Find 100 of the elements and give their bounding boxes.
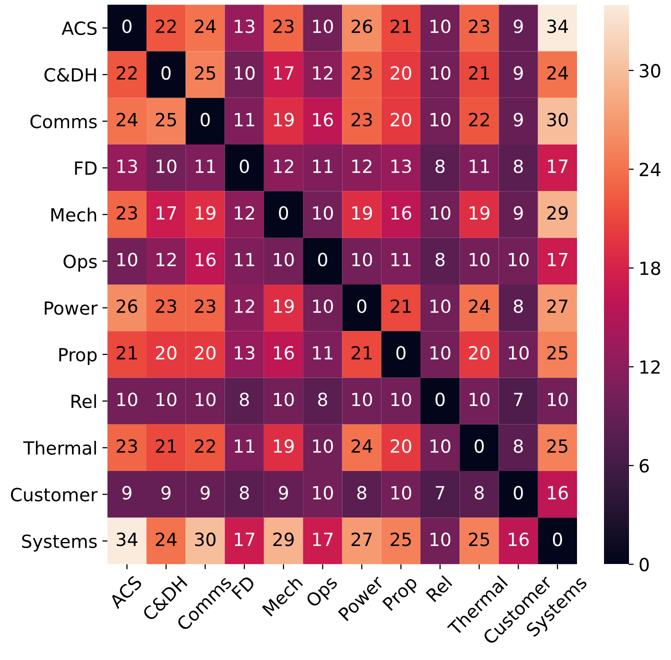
- data-label: 9: [278, 486, 288, 500]
- data-label: 17: [548, 160, 568, 173]
- y-tick-label: Comms: [30, 114, 97, 128]
- data-label: 10: [352, 252, 372, 266]
- data-label: 30: [195, 532, 216, 546]
- data-label: 23: [352, 66, 372, 80]
- data-label: 9: [514, 206, 523, 220]
- data-label: 25: [547, 439, 568, 453]
- data-label: 9: [200, 486, 210, 500]
- y-tick-label: Power: [44, 301, 98, 315]
- data-label: 11: [196, 160, 216, 173]
- data-label: 0: [552, 532, 562, 546]
- data-label: 17: [274, 66, 294, 80]
- data-label: 17: [234, 532, 254, 546]
- y-tick-label: C&DH: [44, 68, 96, 82]
- data-label: 10: [470, 252, 490, 266]
- data-label: 23: [469, 20, 490, 34]
- data-label: 10: [430, 112, 450, 126]
- data-label: 11: [234, 252, 254, 266]
- data-label: 10: [117, 392, 138, 406]
- data-label: 24: [116, 112, 138, 126]
- y-tick-label: ACS: [62, 21, 97, 36]
- data-label: 10: [430, 346, 450, 360]
- data-label: 25: [547, 346, 568, 360]
- data-label: 10: [196, 392, 216, 406]
- data-label: 30: [547, 112, 568, 126]
- data-label: 11: [234, 440, 254, 453]
- y-tick-label: Customer: [10, 488, 98, 502]
- color-bar-label: 0: [640, 558, 649, 572]
- data-label: 8: [318, 392, 328, 406]
- data-label: 10: [352, 392, 372, 406]
- data-label: 21: [352, 346, 372, 360]
- data-label: 10: [430, 206, 450, 220]
- data-label: 21: [390, 299, 411, 313]
- data-label: 19: [352, 206, 372, 220]
- data-label: 21: [390, 20, 411, 33]
- color-bar-label: 24: [640, 162, 660, 176]
- data-label: 20: [390, 439, 412, 453]
- data-label: 23: [273, 20, 294, 34]
- data-label: 0: [122, 20, 132, 34]
- data-label: 9: [514, 20, 523, 34]
- data-label: 23: [116, 206, 137, 220]
- data-label: 22: [116, 66, 137, 80]
- data-label: 13: [234, 20, 254, 34]
- data-label: 0: [318, 252, 328, 266]
- data-label: 17: [548, 252, 568, 266]
- data-label: 12: [156, 252, 176, 266]
- y-tick-label: Mech: [51, 208, 96, 222]
- data-label: 10: [313, 486, 333, 500]
- data-label: 13: [234, 346, 254, 360]
- data-label: 10: [313, 20, 333, 34]
- data-label: 0: [162, 66, 171, 80]
- data-label: 11: [391, 252, 411, 266]
- data-label: 16: [274, 346, 294, 360]
- data-label: 7: [436, 486, 444, 500]
- data-label: 8: [514, 439, 523, 453]
- data-label: 23: [156, 299, 176, 314]
- data-label: 17: [156, 206, 176, 220]
- data-label: 8: [436, 252, 445, 266]
- y-tick-label: Systems: [22, 534, 97, 552]
- data-label: 12: [313, 66, 332, 80]
- data-label: 0: [396, 346, 406, 360]
- data-label: 25: [195, 66, 216, 80]
- data-label: 22: [469, 112, 489, 126]
- data-label: 0: [436, 392, 445, 406]
- data-label: 10: [156, 159, 176, 174]
- data-label: 0: [514, 486, 523, 500]
- y-tick-label: FD: [75, 162, 97, 175]
- data-label: 34: [547, 20, 568, 34]
- y-tick-label: Thermal: [23, 440, 96, 455]
- data-label: 23: [195, 299, 216, 314]
- data-label: 10: [508, 346, 529, 360]
- data-label: 12: [234, 206, 254, 220]
- data-label: 12: [352, 159, 372, 173]
- data-label: 24: [469, 299, 490, 313]
- data-label: 11: [470, 160, 490, 173]
- data-label: 16: [391, 206, 412, 220]
- data-label: 20: [156, 346, 176, 360]
- data-label: 21: [156, 439, 176, 453]
- data-label: 16: [548, 486, 568, 500]
- data-label: 10: [313, 299, 333, 314]
- data-label: 10: [391, 392, 412, 406]
- data-label: 16: [313, 112, 333, 126]
- data-label: 20: [390, 66, 412, 80]
- data-label: 27: [547, 299, 568, 313]
- data-label: 10: [234, 66, 255, 80]
- data-label: 19: [274, 112, 294, 126]
- data-label: 27: [352, 532, 372, 546]
- data-label: 19: [274, 299, 294, 314]
- data-label: 20: [390, 112, 412, 126]
- data-label: 19: [196, 206, 216, 220]
- data-label: 24: [352, 439, 372, 453]
- data-label: 10: [274, 392, 294, 406]
- data-label: 13: [391, 159, 411, 174]
- data-label: 20: [195, 346, 216, 360]
- data-label: 24: [195, 20, 216, 33]
- data-label: 13: [117, 159, 137, 174]
- y-tick-label: Rel: [72, 394, 96, 408]
- data-label: 8: [474, 486, 484, 500]
- data-label: 9: [514, 112, 523, 126]
